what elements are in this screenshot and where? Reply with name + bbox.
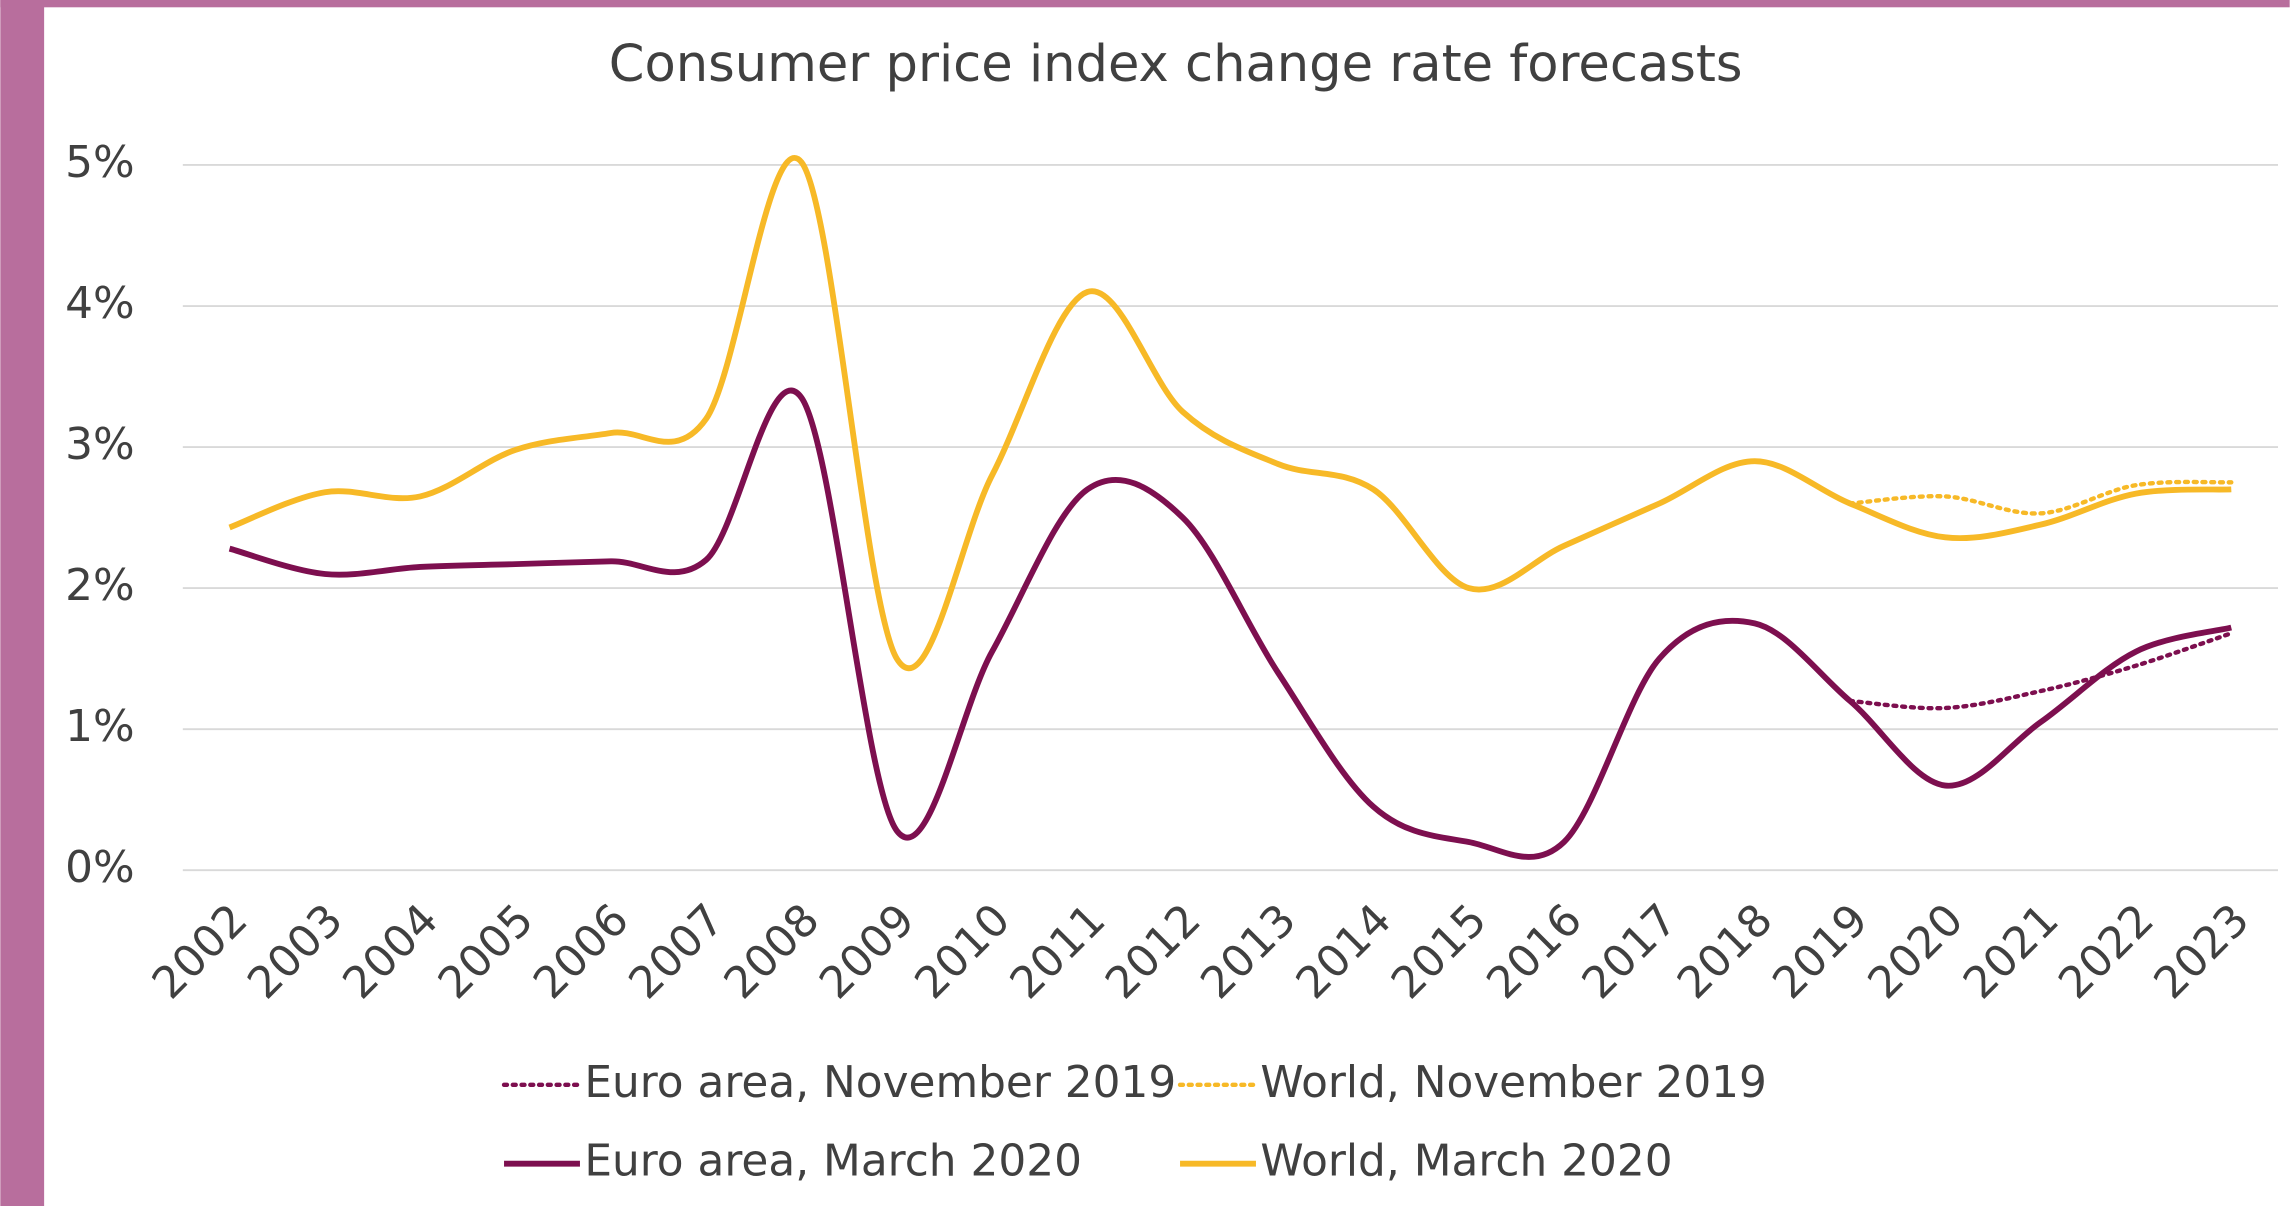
x-tick-label: 2004: [333, 894, 448, 1009]
x-tick-label: 2021: [1954, 894, 2069, 1009]
x-tick-label: 2007: [619, 894, 734, 1009]
y-tick-label: 5%: [65, 137, 134, 188]
y-tick-label: 4%: [65, 278, 134, 329]
series-line: [1847, 479, 2234, 516]
chart-title: Consumer price index change rate forecas…: [609, 35, 1743, 94]
x-tick-label: 2005: [429, 894, 544, 1009]
x-tick-label: 2014: [1286, 894, 1401, 1009]
top-border: [0, 0, 2290, 8]
x-tick-label: 2015: [1382, 894, 1497, 1009]
x-tick-label: 2020: [1858, 894, 1973, 1009]
x-tick-label: 2022: [2049, 894, 2164, 1009]
series-line: [228, 387, 2232, 860]
y-tick-label: 2%: [65, 560, 134, 611]
x-tick-label: 2002: [143, 894, 258, 1009]
legend-label: World, March 2020: [1260, 1136, 1672, 1187]
series-line: [228, 155, 2232, 671]
x-tick-label: 2006: [524, 894, 639, 1009]
x-tick-label: 2010: [905, 894, 1020, 1009]
x-tick-label: 2003: [238, 894, 353, 1009]
y-tick-label: 1%: [65, 701, 134, 752]
y-tick-label: 3%: [65, 419, 134, 470]
legend-label: Euro area, November 2019: [584, 1057, 1176, 1108]
x-tick-label: 2012: [1096, 894, 1211, 1009]
x-tick-label: 2008: [715, 894, 830, 1009]
legend-label: World, November 2019: [1260, 1057, 1767, 1108]
x-tick-label: 2019: [1763, 894, 1878, 1009]
x-tick-label: 2017: [1572, 894, 1687, 1009]
x-tick-label: 2013: [1191, 894, 1306, 1009]
x-tick-label: 2023: [2144, 894, 2259, 1009]
left-border: [0, 0, 45, 1206]
legend-label: Euro area, March 2020: [584, 1136, 1082, 1187]
y-tick-label: 0%: [65, 842, 134, 893]
x-tick-label: 2016: [1477, 894, 1592, 1009]
series-line: [1847, 631, 2234, 711]
x-tick-label: 2009: [810, 894, 925, 1009]
x-tick-label: 2018: [1668, 894, 1783, 1009]
x-tick-label: 2011: [1000, 894, 1115, 1009]
